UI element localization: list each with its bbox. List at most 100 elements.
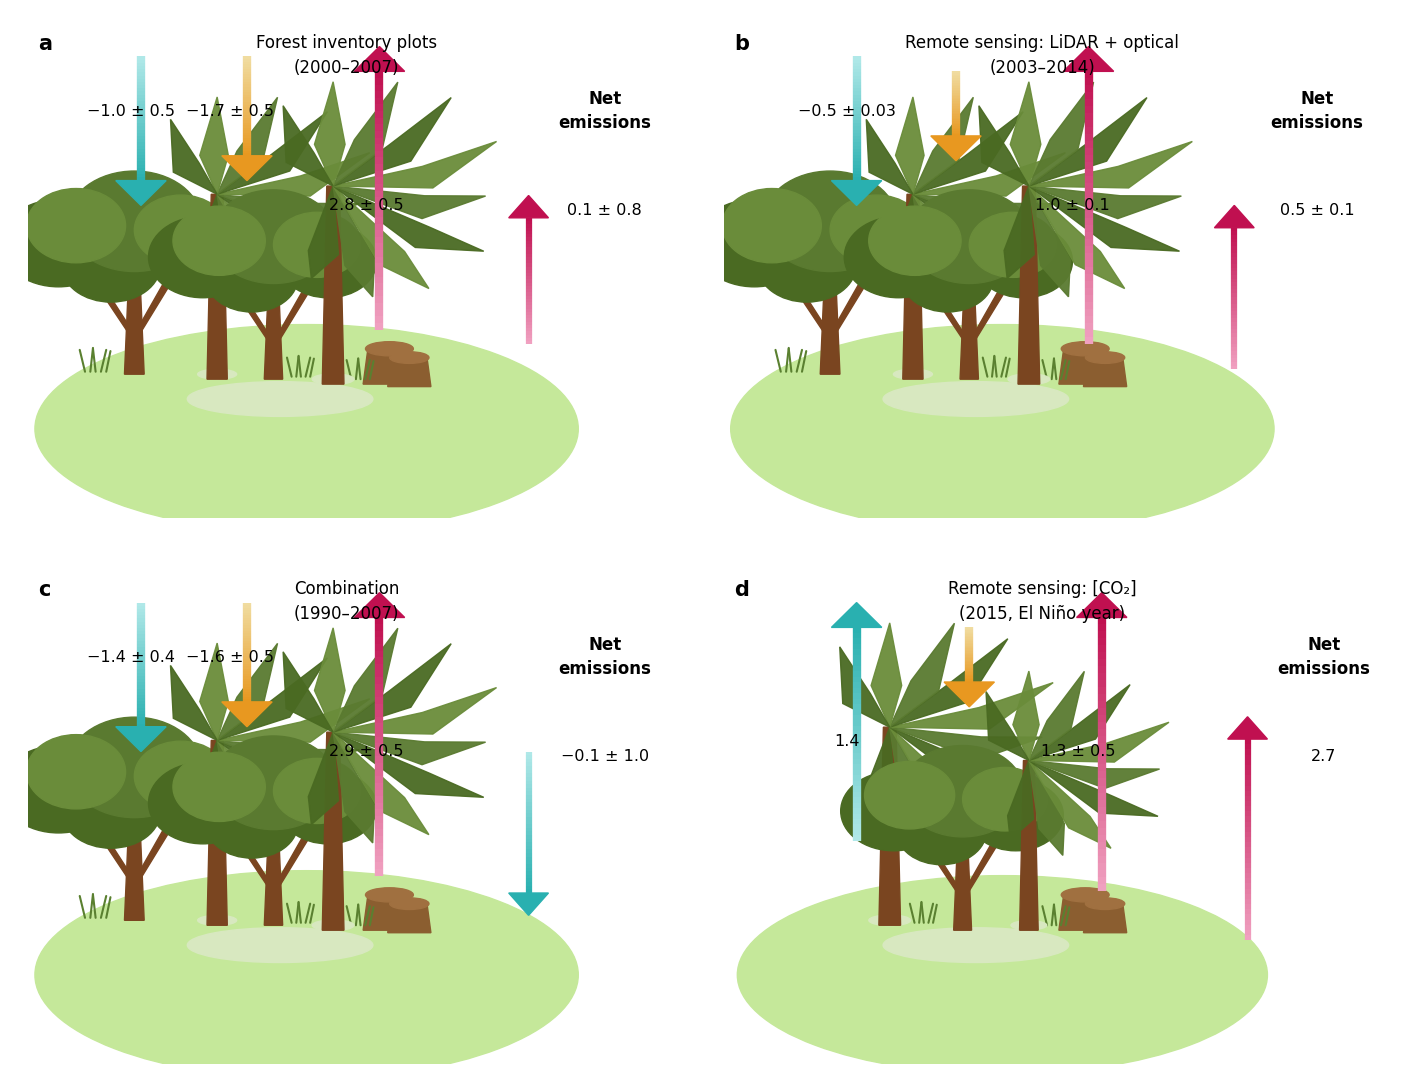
Circle shape — [27, 734, 126, 809]
Polygon shape — [1029, 760, 1111, 848]
Polygon shape — [86, 816, 132, 876]
Circle shape — [140, 755, 245, 833]
Polygon shape — [1214, 205, 1254, 228]
Ellipse shape — [1085, 898, 1125, 909]
Circle shape — [134, 741, 228, 811]
Ellipse shape — [737, 875, 1268, 1074]
Ellipse shape — [1085, 352, 1125, 364]
Text: 2.9 ± 0.5: 2.9 ± 0.5 — [330, 744, 403, 759]
Circle shape — [907, 190, 1032, 283]
Text: −1.6 ± 0.5: −1.6 ± 0.5 — [187, 649, 275, 665]
Polygon shape — [323, 186, 344, 384]
Polygon shape — [354, 593, 405, 618]
Polygon shape — [333, 628, 398, 732]
Polygon shape — [1029, 186, 1180, 251]
Polygon shape — [333, 141, 497, 188]
Ellipse shape — [389, 352, 429, 364]
Polygon shape — [890, 728, 931, 838]
Polygon shape — [364, 349, 416, 384]
Polygon shape — [1084, 357, 1126, 387]
Polygon shape — [509, 195, 549, 218]
Polygon shape — [86, 269, 132, 330]
Polygon shape — [216, 741, 359, 771]
Polygon shape — [283, 105, 333, 186]
Polygon shape — [832, 603, 882, 628]
Polygon shape — [913, 194, 951, 298]
Polygon shape — [913, 194, 1056, 225]
Text: Net
emissions: Net emissions — [559, 636, 651, 678]
Polygon shape — [216, 194, 358, 255]
Ellipse shape — [187, 927, 374, 962]
Text: −0.1 ± 1.0: −0.1 ± 1.0 — [560, 749, 649, 763]
Ellipse shape — [365, 342, 413, 356]
Polygon shape — [194, 741, 222, 826]
Text: −0.5 ± 0.03: −0.5 ± 0.03 — [798, 103, 896, 118]
Circle shape — [140, 209, 245, 287]
Text: 2.7: 2.7 — [1312, 749, 1336, 763]
Polygon shape — [308, 186, 338, 278]
Text: Combination
(1990–2007): Combination (1990–2007) — [294, 580, 399, 623]
Polygon shape — [333, 83, 398, 186]
Polygon shape — [839, 647, 890, 728]
Polygon shape — [913, 98, 974, 194]
Polygon shape — [1029, 141, 1193, 188]
Polygon shape — [228, 281, 272, 339]
Polygon shape — [879, 728, 900, 925]
Text: Remote sensing: LiDAR + optical
(2003–2014): Remote sensing: LiDAR + optical (2003–20… — [906, 34, 1179, 77]
Polygon shape — [125, 833, 144, 920]
Polygon shape — [200, 643, 228, 741]
Polygon shape — [333, 732, 485, 765]
Ellipse shape — [198, 915, 236, 925]
Polygon shape — [896, 97, 924, 194]
Circle shape — [969, 212, 1056, 277]
Text: Net
emissions: Net emissions — [559, 90, 651, 131]
Polygon shape — [954, 850, 972, 931]
Ellipse shape — [365, 887, 413, 902]
Ellipse shape — [35, 871, 579, 1079]
Ellipse shape — [1061, 342, 1109, 356]
Polygon shape — [333, 732, 375, 843]
Ellipse shape — [869, 915, 911, 925]
Polygon shape — [1029, 760, 1064, 856]
Polygon shape — [781, 269, 828, 330]
Polygon shape — [283, 652, 333, 732]
Polygon shape — [1029, 671, 1084, 760]
Circle shape — [27, 189, 126, 263]
Polygon shape — [890, 639, 1007, 728]
Polygon shape — [1029, 98, 1148, 186]
Ellipse shape — [730, 325, 1274, 533]
Circle shape — [205, 243, 299, 312]
Polygon shape — [1005, 186, 1034, 278]
Polygon shape — [265, 298, 283, 379]
Polygon shape — [924, 281, 966, 339]
Polygon shape — [333, 186, 484, 251]
Circle shape — [149, 762, 258, 844]
Polygon shape — [890, 728, 985, 830]
Polygon shape — [1029, 722, 1169, 762]
Ellipse shape — [313, 374, 354, 384]
Polygon shape — [207, 741, 228, 925]
Circle shape — [279, 771, 376, 844]
Polygon shape — [323, 732, 344, 931]
Polygon shape — [890, 623, 954, 728]
Circle shape — [763, 172, 897, 272]
Polygon shape — [333, 186, 375, 296]
Polygon shape — [333, 687, 497, 734]
Polygon shape — [170, 119, 216, 194]
Circle shape — [896, 797, 986, 864]
Text: Net
emissions: Net emissions — [1278, 636, 1370, 678]
Polygon shape — [116, 727, 166, 752]
Polygon shape — [216, 741, 358, 801]
Circle shape — [841, 771, 947, 850]
Circle shape — [865, 761, 955, 829]
Polygon shape — [1029, 83, 1094, 186]
Text: 1.4: 1.4 — [833, 734, 859, 749]
Polygon shape — [1084, 904, 1126, 933]
Polygon shape — [1029, 186, 1125, 289]
Polygon shape — [979, 105, 1029, 186]
Polygon shape — [170, 666, 216, 741]
Polygon shape — [125, 287, 144, 375]
Polygon shape — [1029, 186, 1182, 218]
Ellipse shape — [1007, 374, 1050, 384]
Circle shape — [845, 216, 952, 298]
